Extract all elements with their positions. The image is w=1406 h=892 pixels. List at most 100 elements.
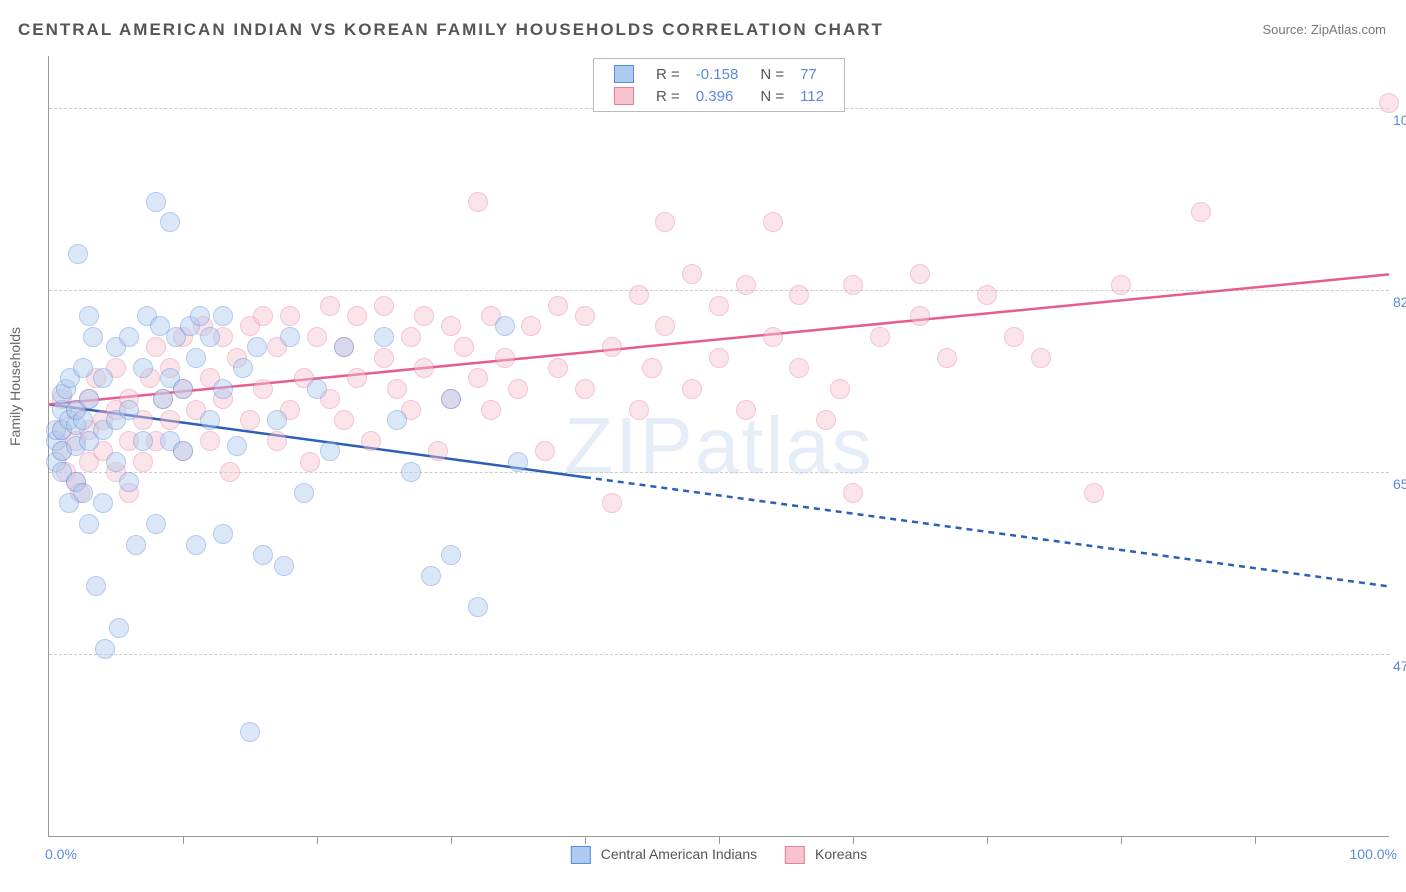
scatter-point-pink	[428, 441, 448, 461]
scatter-point-pink	[1379, 93, 1399, 113]
blue-n-value: 77	[792, 63, 832, 85]
gridline	[49, 472, 1389, 473]
x-legend-pink: Koreans	[785, 846, 867, 864]
scatter-point-blue	[227, 436, 247, 456]
scatter-point-pink	[401, 327, 421, 347]
scatter-point-blue	[73, 358, 93, 378]
scatter-point-blue	[508, 452, 528, 472]
y-axis-label: Family Households	[7, 327, 23, 446]
scatter-point-pink	[736, 400, 756, 420]
scatter-point-pink	[240, 410, 260, 430]
scatter-point-blue	[95, 639, 115, 659]
pink-r-value: 0.396	[688, 85, 747, 107]
scatter-point-blue	[119, 327, 139, 347]
source-label: Source: ZipAtlas.com	[1262, 22, 1386, 37]
legend-swatch-blue-2	[571, 846, 591, 864]
scatter-point-blue	[253, 545, 273, 565]
scatter-point-pink	[508, 379, 528, 399]
scatter-point-blue	[133, 431, 153, 451]
scatter-point-blue	[83, 327, 103, 347]
scatter-point-pink	[387, 379, 407, 399]
scatter-point-blue	[495, 316, 515, 336]
scatter-point-pink	[655, 212, 675, 232]
scatter-point-blue	[274, 556, 294, 576]
scatter-point-pink	[709, 296, 729, 316]
scatter-point-blue	[320, 441, 340, 461]
x-tick	[1255, 836, 1256, 844]
scatter-point-blue	[421, 566, 441, 586]
scatter-point-blue	[213, 379, 233, 399]
plot-area: ZIPatlas 47.5%65.0%82.5%100.0% R =-0.158…	[48, 56, 1389, 837]
x-tick	[183, 836, 184, 844]
scatter-point-blue	[68, 244, 88, 264]
trend-lines	[49, 56, 1389, 836]
gridline	[49, 290, 1389, 291]
x-legend-blue-label: Central American Indians	[601, 846, 757, 862]
scatter-point-blue	[186, 348, 206, 368]
scatter-point-blue	[233, 358, 253, 378]
scatter-point-blue	[334, 337, 354, 357]
x-min-label: 0.0%	[45, 846, 77, 862]
scatter-point-blue	[200, 410, 220, 430]
stats-legend: R =-0.158 N =77 R =0.396 N =112	[593, 58, 845, 112]
scatter-point-pink	[843, 483, 863, 503]
scatter-point-blue	[153, 389, 173, 409]
scatter-point-blue	[294, 483, 314, 503]
legend-row-blue: R =-0.158 N =77	[606, 63, 832, 85]
scatter-point-pink	[937, 348, 957, 368]
scatter-point-pink	[575, 379, 595, 399]
scatter-point-blue	[73, 483, 93, 503]
scatter-point-pink	[789, 285, 809, 305]
scatter-point-pink	[347, 306, 367, 326]
scatter-point-blue	[93, 493, 113, 513]
scatter-point-blue	[146, 192, 166, 212]
scatter-point-pink	[629, 400, 649, 420]
scatter-point-pink	[535, 441, 555, 461]
y-tick-label: 100.0%	[1393, 112, 1406, 128]
gridline	[49, 654, 1389, 655]
scatter-point-blue	[73, 410, 93, 430]
legend-swatch-pink	[614, 87, 634, 105]
scatter-point-pink	[736, 275, 756, 295]
scatter-point-blue	[190, 306, 210, 326]
scatter-point-blue	[401, 462, 421, 482]
pink-n-value: 112	[792, 85, 832, 107]
scatter-point-pink	[910, 306, 930, 326]
scatter-point-pink	[548, 296, 568, 316]
scatter-point-blue	[106, 452, 126, 472]
scatter-point-blue	[186, 535, 206, 555]
scatter-point-pink	[642, 358, 662, 378]
scatter-point-pink	[481, 400, 501, 420]
scatter-point-pink	[575, 306, 595, 326]
scatter-point-pink	[548, 358, 568, 378]
scatter-point-pink	[334, 410, 354, 430]
scatter-point-blue	[86, 576, 106, 596]
scatter-point-blue	[173, 441, 193, 461]
x-legend-blue: Central American Indians	[571, 846, 757, 864]
scatter-point-blue	[93, 368, 113, 388]
legend-row-pink: R =0.396 N =112	[606, 85, 832, 107]
scatter-point-blue	[119, 400, 139, 420]
scatter-point-blue	[79, 306, 99, 326]
scatter-point-blue	[387, 410, 407, 430]
x-tick	[585, 836, 586, 844]
scatter-point-pink	[682, 379, 702, 399]
chart-title: CENTRAL AMERICAN INDIAN VS KOREAN FAMILY…	[18, 20, 884, 40]
scatter-point-pink	[468, 192, 488, 212]
scatter-point-blue	[280, 327, 300, 347]
scatter-point-pink	[977, 285, 997, 305]
scatter-point-blue	[441, 545, 461, 565]
scatter-point-blue	[213, 306, 233, 326]
scatter-point-blue	[213, 524, 233, 544]
scatter-point-blue	[200, 327, 220, 347]
scatter-point-blue	[146, 514, 166, 534]
scatter-point-pink	[763, 212, 783, 232]
scatter-point-blue	[109, 618, 129, 638]
scatter-point-pink	[374, 296, 394, 316]
scatter-point-pink	[146, 337, 166, 357]
scatter-point-pink	[320, 296, 340, 316]
scatter-point-pink	[374, 348, 394, 368]
scatter-point-pink	[220, 462, 240, 482]
scatter-point-pink	[910, 264, 930, 284]
x-tick	[987, 836, 988, 844]
